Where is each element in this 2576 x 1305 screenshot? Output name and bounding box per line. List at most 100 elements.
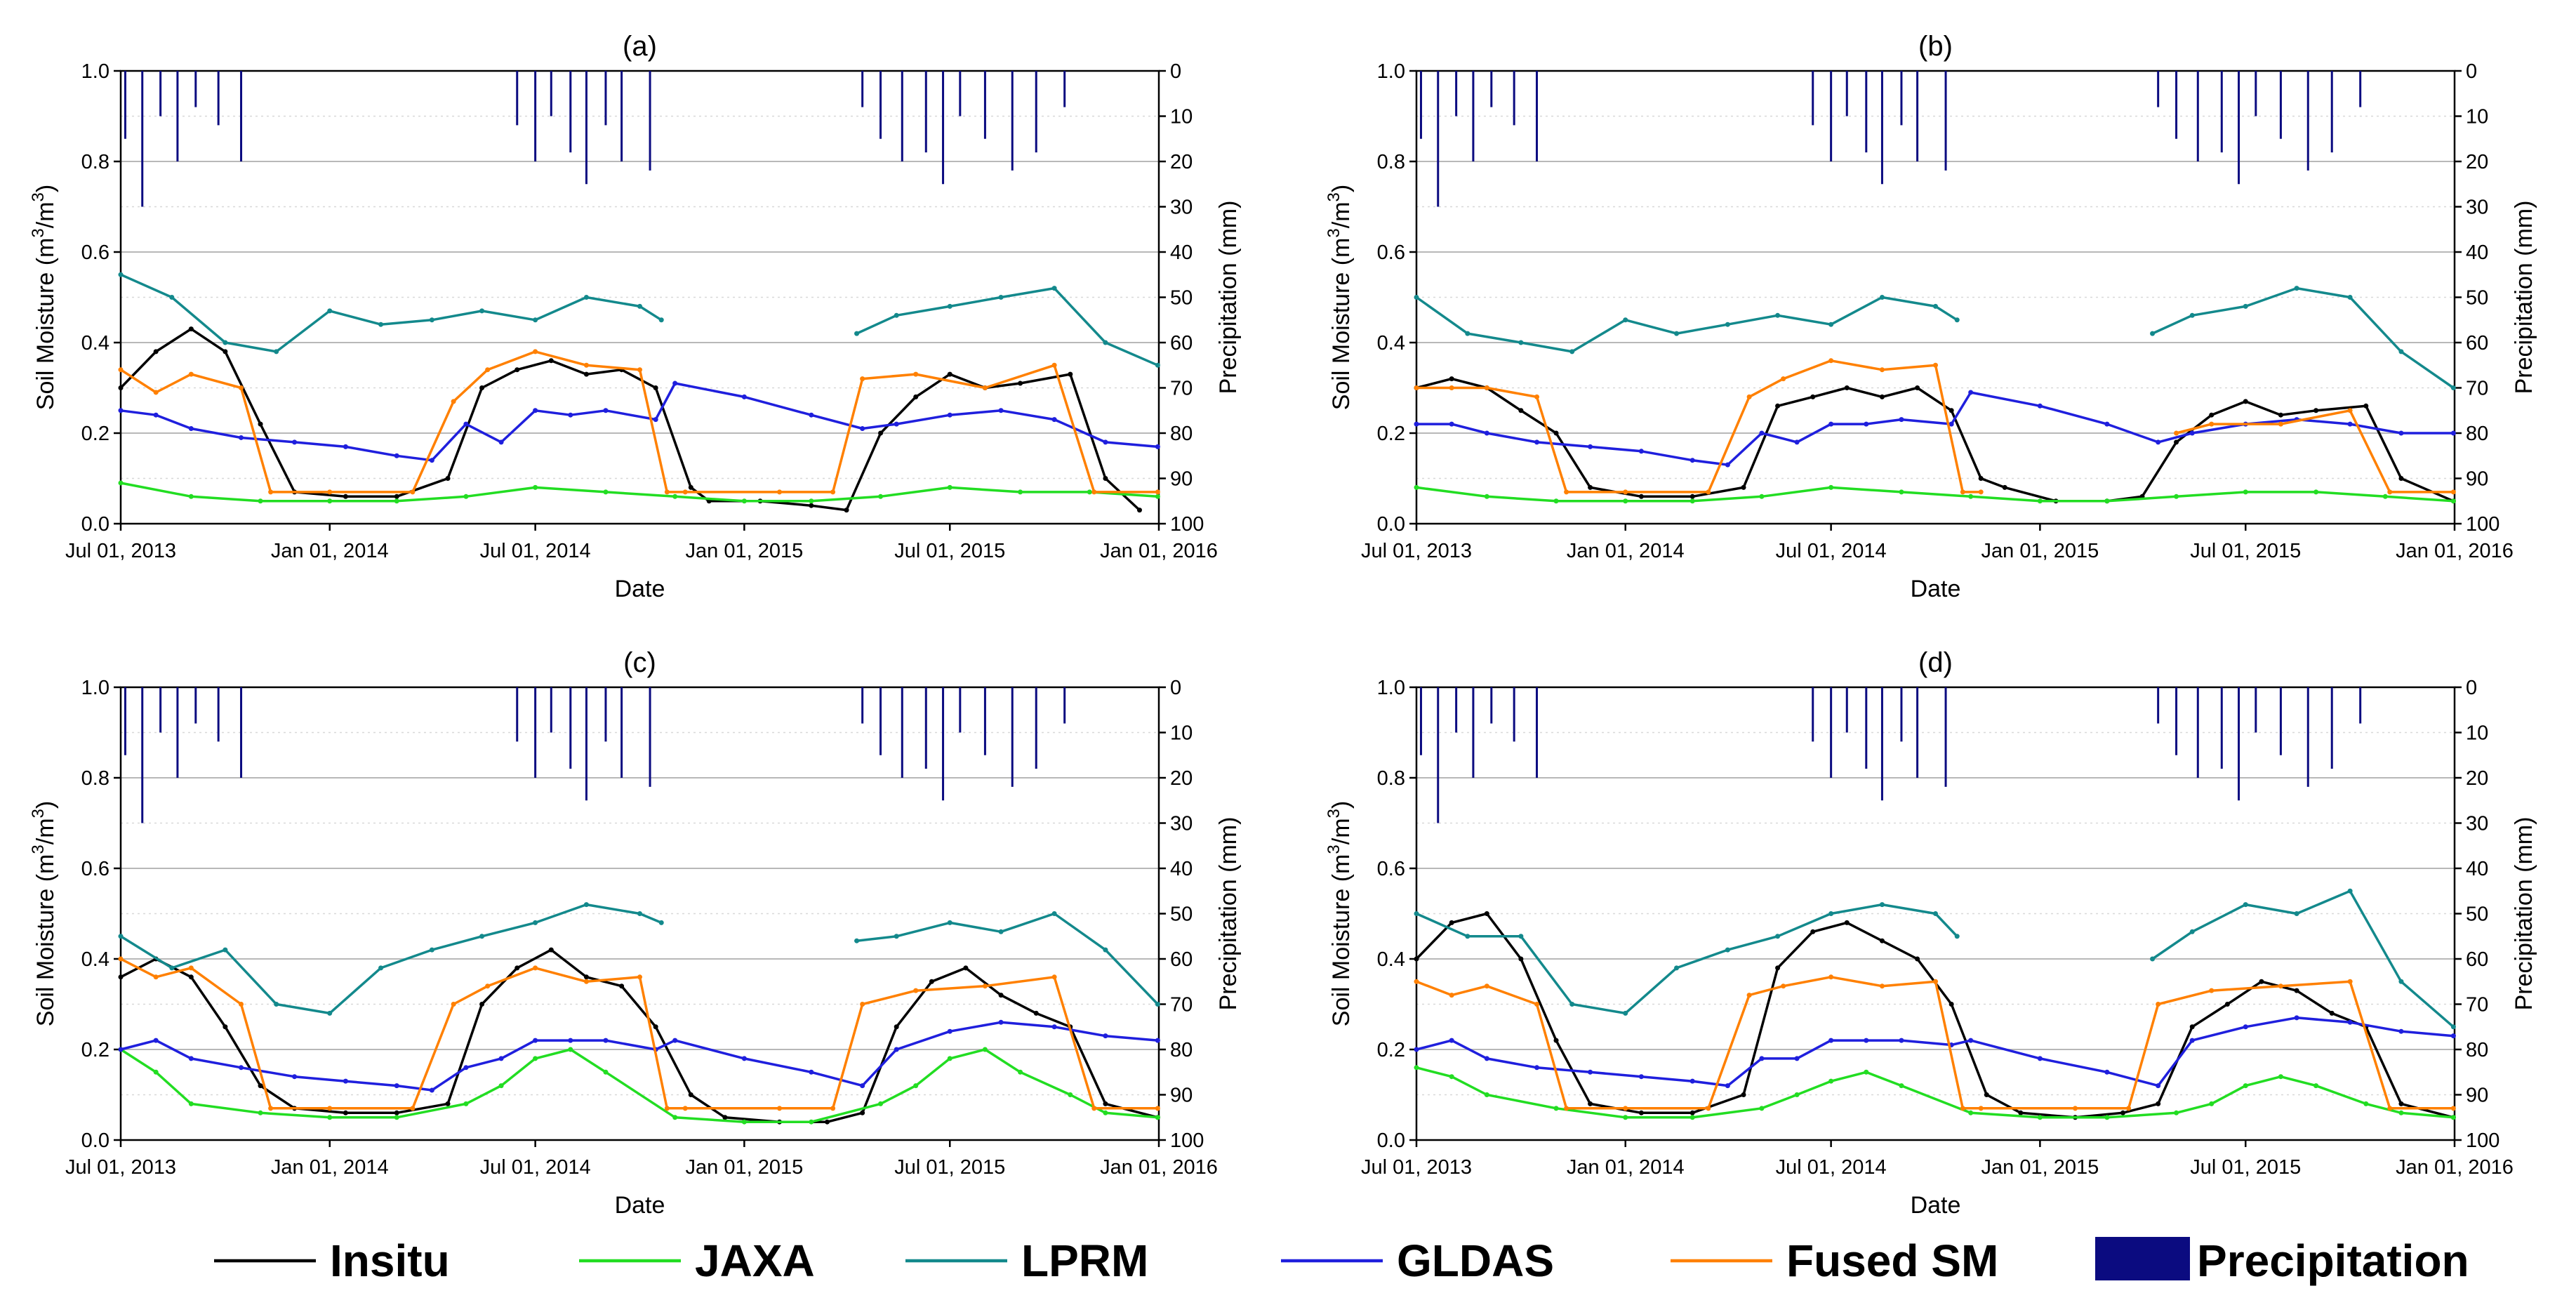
point-fused-sm xyxy=(664,489,670,495)
point-fused-sm xyxy=(2174,430,2179,436)
series-fused-sm xyxy=(1416,359,1981,493)
point-gldas xyxy=(1794,439,1800,445)
point-insitu xyxy=(947,371,952,377)
point-jaxa xyxy=(1794,1092,1800,1097)
y-axis-label: Soil Moisture (m3/m3) xyxy=(1324,185,1355,410)
legend-item-fused-sm: Fused SM xyxy=(1671,1236,1998,1286)
point-lprm xyxy=(1674,965,1680,971)
point-insitu xyxy=(2002,484,2007,490)
point-gldas xyxy=(1638,1074,1644,1080)
point-jaxa xyxy=(1759,1106,1765,1111)
point-jaxa xyxy=(1828,484,1834,490)
point-jaxa xyxy=(498,1083,504,1089)
point-jaxa xyxy=(2104,498,2110,504)
point-lprm xyxy=(998,295,1004,300)
point-insitu xyxy=(223,349,228,355)
point-fused-sm xyxy=(1960,489,1965,495)
point-jaxa xyxy=(1449,1074,1454,1080)
point-insitu xyxy=(1588,484,1593,490)
point-lprm xyxy=(2150,331,2156,336)
point-gldas xyxy=(860,1083,865,1089)
y-tick-label: 1.0 xyxy=(1377,60,1405,83)
point-fused-sm xyxy=(1051,362,1057,368)
point-fused-sm xyxy=(2278,421,2283,427)
point-gldas xyxy=(2450,1033,2456,1039)
point-gldas xyxy=(741,394,747,399)
y2-tick-label: 90 xyxy=(2466,1085,2488,1107)
point-jaxa xyxy=(1899,489,1904,495)
series-jaxa xyxy=(1416,486,2454,503)
y2-tick-label: 0 xyxy=(2466,60,2477,83)
point-lprm xyxy=(1725,947,1730,953)
y2-tick-label: 90 xyxy=(1170,468,1193,491)
point-fused-sm xyxy=(1484,983,1489,989)
point-insitu xyxy=(445,476,451,481)
point-fused-sm xyxy=(1828,358,1834,364)
y2-tick-label: 10 xyxy=(1170,106,1193,128)
point-lprm xyxy=(1051,286,1057,291)
y2-tick-label: 70 xyxy=(1170,378,1193,400)
x-tick-label: Jan 01, 2015 xyxy=(1981,1156,2099,1179)
point-lprm xyxy=(1879,295,1885,300)
y2-tick-label: 10 xyxy=(2466,722,2488,745)
point-fused-sm xyxy=(2450,1106,2456,1111)
point-gldas xyxy=(809,1069,814,1075)
point-gldas xyxy=(533,408,538,413)
point-gldas xyxy=(1534,439,1540,445)
point-fused-sm xyxy=(2347,408,2353,413)
point-gldas xyxy=(1725,1083,1730,1089)
point-jaxa xyxy=(603,1069,609,1075)
point-fused-sm xyxy=(830,1106,836,1111)
point-insitu xyxy=(1775,965,1781,971)
point-jaxa xyxy=(1828,1078,1834,1084)
point-insitu xyxy=(2259,979,2264,984)
y2-tick-label: 10 xyxy=(1170,722,1193,745)
point-gldas xyxy=(1103,439,1108,445)
point-insitu xyxy=(1741,484,1746,490)
legend: Insitu JAXA LPRM GLDAS Fused SM Precipitation xyxy=(214,1236,2469,1286)
point-gldas xyxy=(463,421,469,427)
point-lprm xyxy=(1933,303,1938,309)
y-axis-label: Soil Moisture (m3/m3) xyxy=(29,185,59,410)
point-insitu xyxy=(2156,1101,2161,1106)
point-jaxa xyxy=(1864,1069,1869,1075)
point-insitu xyxy=(445,1101,451,1106)
series-lprm xyxy=(856,286,1159,366)
point-lprm xyxy=(1518,934,1524,939)
y2-tick-label: 20 xyxy=(2466,151,2488,173)
point-insitu xyxy=(583,371,589,377)
point-insitu xyxy=(653,1024,658,1030)
point-insitu xyxy=(1879,938,1885,943)
point-lprm xyxy=(1828,911,1834,916)
point-gldas xyxy=(2156,1083,2161,1089)
series-insitu xyxy=(1415,912,2454,1119)
point-insitu xyxy=(1775,403,1781,409)
point-insitu xyxy=(514,965,520,971)
legend-item-insitu: Insitu xyxy=(214,1236,450,1286)
point-fused-sm xyxy=(1978,1106,1984,1111)
point-lprm xyxy=(1725,322,1730,327)
x-tick-label: Jul 01, 2015 xyxy=(2190,1156,2301,1179)
point-gldas xyxy=(533,1038,538,1043)
point-insitu xyxy=(809,503,814,508)
point-jaxa xyxy=(1018,489,1023,495)
y2-tick-label: 30 xyxy=(1170,813,1193,835)
y2-tick-label: 60 xyxy=(2466,948,2488,971)
point-insitu xyxy=(2120,1110,2125,1115)
point-gldas xyxy=(498,439,504,445)
series-lprm xyxy=(120,903,662,1015)
point-gldas xyxy=(1155,1038,1160,1043)
point-insitu xyxy=(188,326,194,332)
point-gldas xyxy=(292,439,298,445)
x-tick-label: Jan 01, 2016 xyxy=(1100,1156,1218,1179)
point-insitu xyxy=(619,983,625,989)
point-fused-sm xyxy=(1623,1106,1628,1111)
point-jaxa xyxy=(1968,493,1974,499)
point-insitu xyxy=(1449,920,1454,925)
point-gldas xyxy=(429,458,434,463)
point-lprm xyxy=(2243,303,2248,309)
point-insitu xyxy=(1588,1101,1593,1106)
point-lprm xyxy=(1155,1002,1160,1007)
point-jaxa xyxy=(1553,1106,1559,1111)
y2-tick-label: 100 xyxy=(1170,1130,1204,1152)
